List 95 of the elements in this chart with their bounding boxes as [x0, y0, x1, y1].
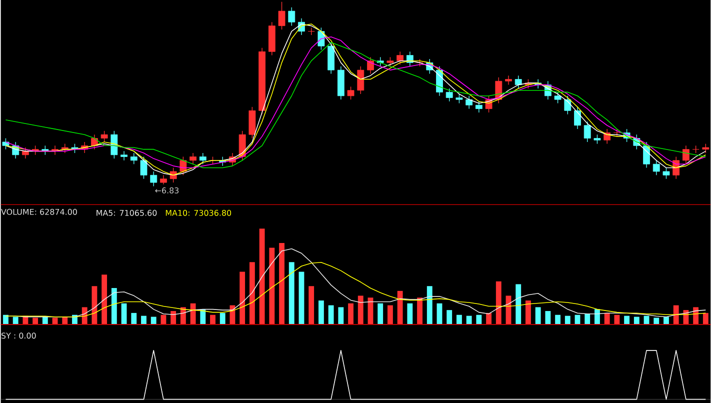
- candlestick: [682, 145, 690, 164]
- bar: [545, 310, 551, 324]
- bar: [358, 296, 364, 324]
- candlestick: [328, 42, 335, 74]
- candlestick: [130, 152, 138, 164]
- bar: [180, 307, 186, 324]
- bar: [604, 312, 610, 324]
- candlestick: [386, 56, 394, 67]
- candlestick: [288, 6, 296, 26]
- bar: [614, 314, 620, 324]
- bar: [200, 308, 206, 324]
- bar: [348, 303, 354, 324]
- bar: [338, 307, 344, 324]
- bar: [654, 318, 660, 324]
- bar: [220, 312, 226, 324]
- candlestick: [160, 174, 167, 185]
- candlestick: [199, 152, 206, 164]
- bar: [584, 314, 590, 324]
- candlestick: [514, 75, 522, 89]
- bar: [298, 272, 304, 324]
- bar: [240, 272, 246, 324]
- bar: [673, 305, 679, 324]
- candlestick: [594, 134, 601, 144]
- candlestick: [456, 94, 463, 104]
- candlestick: [140, 156, 148, 180]
- candlestick: [42, 145, 49, 156]
- bar: [397, 290, 403, 324]
- bar: [141, 316, 146, 324]
- candlestick: [505, 75, 512, 85]
- candlestick: [652, 160, 660, 176]
- bar: [486, 312, 492, 324]
- candlestick: [574, 106, 581, 130]
- bar: [446, 310, 452, 324]
- bar: [378, 303, 384, 324]
- candlestick: [357, 66, 364, 94]
- candlestick: [278, 1, 286, 30]
- candlestick: [22, 146, 29, 159]
- candlestick: [190, 152, 196, 164]
- bar: [426, 286, 432, 324]
- candlestick: [150, 170, 158, 186]
- bar: [288, 262, 294, 324]
- bar: [131, 312, 137, 324]
- candlestick: [554, 92, 562, 104]
- candlestick: [120, 150, 128, 161]
- bar: [32, 318, 38, 324]
- candlestick: [584, 121, 591, 142]
- bar: [436, 303, 442, 324]
- bar: [190, 303, 196, 324]
- bar: [279, 242, 284, 324]
- bar: [170, 310, 176, 324]
- bar: [210, 314, 216, 324]
- candlestick: [396, 51, 404, 65]
- bar: [102, 274, 108, 324]
- candlestick: [248, 106, 256, 138]
- candlestick: [466, 95, 473, 109]
- candlestick: [100, 130, 108, 142]
- candlestick: [61, 143, 68, 154]
- bar: [634, 316, 640, 324]
- bar: [150, 316, 156, 324]
- candlestick: [110, 130, 118, 159]
- bar: [526, 300, 531, 324]
- bar: [417, 297, 422, 324]
- bar: [269, 248, 275, 324]
- bar: [111, 288, 117, 324]
- bar: [594, 308, 600, 324]
- bar: [466, 316, 472, 324]
- bar: [516, 284, 522, 324]
- candlestick: [662, 167, 670, 180]
- bar: [693, 307, 699, 324]
- bar: [387, 305, 393, 324]
- candlestick: [367, 56, 374, 74]
- bar: [624, 316, 630, 324]
- bar: [535, 307, 541, 324]
- candlestick: [347, 86, 354, 100]
- candlestick: [475, 100, 482, 113]
- bar: [82, 307, 88, 324]
- bar: [476, 314, 482, 324]
- bar: [121, 303, 127, 324]
- bar: [308, 286, 314, 324]
- bar: [702, 312, 708, 324]
- bar: [407, 303, 413, 324]
- bar: [318, 300, 324, 324]
- bar: [328, 305, 334, 324]
- bar: [664, 316, 669, 324]
- candlestick: [564, 95, 572, 114]
- bar: [92, 286, 98, 324]
- bar: [456, 314, 462, 324]
- bar: [249, 262, 255, 324]
- candlestick: [446, 88, 453, 102]
- bar: [496, 281, 502, 324]
- bar: [564, 316, 570, 324]
- bar: [555, 314, 561, 324]
- bar: [259, 228, 265, 324]
- bar: [12, 316, 18, 324]
- candlestick: [702, 143, 710, 154]
